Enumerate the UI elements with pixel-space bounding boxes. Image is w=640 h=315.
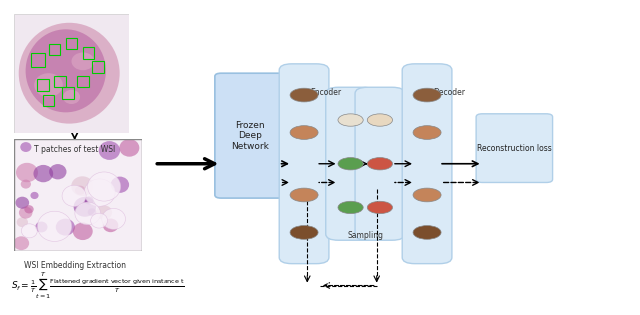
FancyBboxPatch shape <box>476 114 552 182</box>
Circle shape <box>290 88 318 102</box>
Circle shape <box>413 126 441 140</box>
Text: Encoder: Encoder <box>310 88 342 97</box>
Text: $S_f = \frac{1}{T}\sum_{t=1}^{T}\frac{\mathrm{Flattened\ gradient\ vector\ given: $S_f = \frac{1}{T}\sum_{t=1}^{T}\frac{\m… <box>11 270 185 301</box>
Text: Decoder: Decoder <box>433 88 465 97</box>
Text: Reconstruction loss: Reconstruction loss <box>477 144 552 153</box>
Text: Sampling: Sampling <box>348 231 383 240</box>
Text: T patches of test WSI: T patches of test WSI <box>34 145 115 154</box>
Text: Frozen
Deep
Network: Frozen Deep Network <box>231 121 269 151</box>
FancyBboxPatch shape <box>355 87 404 240</box>
Circle shape <box>338 114 364 126</box>
Circle shape <box>413 188 441 202</box>
Circle shape <box>413 88 441 102</box>
Circle shape <box>367 201 392 214</box>
Circle shape <box>290 226 318 239</box>
Circle shape <box>338 201 364 214</box>
FancyBboxPatch shape <box>279 64 329 264</box>
Circle shape <box>367 114 392 126</box>
FancyBboxPatch shape <box>215 73 285 198</box>
Circle shape <box>338 158 364 170</box>
Circle shape <box>290 188 318 202</box>
FancyBboxPatch shape <box>326 87 376 240</box>
Circle shape <box>290 126 318 140</box>
Circle shape <box>367 158 392 170</box>
Text: WSI Embedding Extraction: WSI Embedding Extraction <box>24 261 125 270</box>
Circle shape <box>413 226 441 239</box>
FancyBboxPatch shape <box>402 64 452 264</box>
